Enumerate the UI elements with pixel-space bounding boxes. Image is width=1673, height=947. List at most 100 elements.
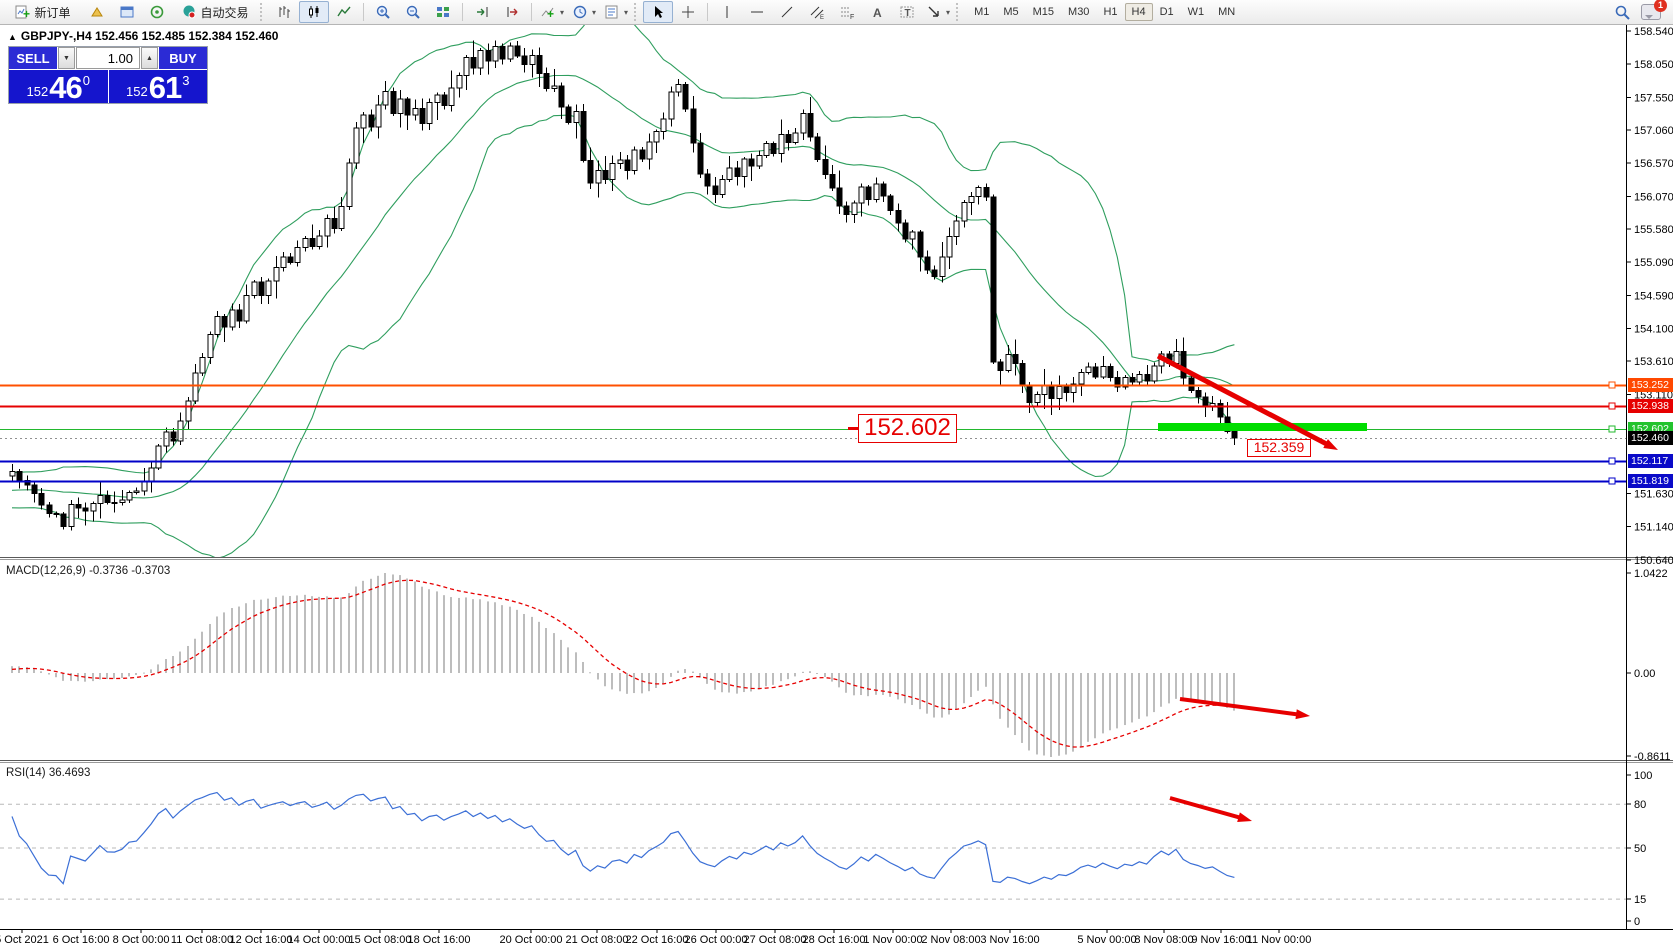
rsi-trend-arrow[interactable] (1169, 796, 1244, 821)
volume-input[interactable]: 1.00 (76, 47, 140, 69)
toolbar-grip (260, 3, 265, 21)
notifications-button[interactable]: 1 (1641, 0, 1667, 20)
time-axis-label: 1 Nov 00:00 (863, 934, 922, 946)
rsi-axis-label: 100 (1634, 770, 1652, 782)
line-handle[interactable] (1608, 425, 1616, 433)
rsi-axis-label: 0 (1634, 916, 1640, 928)
macd-trend-arrow[interactable] (1179, 697, 1302, 717)
templates-button[interactable]: ▾ (600, 1, 632, 23)
time-axis-label: 15 Oct 08:00 (349, 934, 412, 946)
cursor-icon (655, 6, 664, 18)
sell-price-panel[interactable]: 152 46 0 (9, 70, 108, 103)
buy-price-sup: 3 (182, 73, 190, 88)
toolbar-separator (363, 3, 364, 21)
candlestick-chart-button[interactable] (299, 1, 329, 23)
timeframe-button-m1[interactable]: M1 (974, 6, 990, 18)
timeframe-button-d1[interactable]: D1 (1159, 6, 1174, 18)
timeframe-button-h1[interactable]: H1 (1103, 6, 1118, 18)
collapse-icon[interactable]: ▲ (8, 32, 17, 42)
timeframe-button-m15[interactable]: M15 (1032, 6, 1055, 18)
vertical-line-tool-button[interactable] (712, 1, 742, 23)
low-price-label[interactable]: 152.359 (1247, 439, 1311, 457)
price-tick-label: 155.090 (1634, 257, 1673, 269)
chart-shift-button[interactable] (497, 1, 527, 23)
price-badge: 153.252 (1628, 378, 1673, 393)
symbol-info-bar[interactable]: ▲ GBPJPY-,H4 152.456 152.485 152.384 152.… (8, 29, 278, 43)
bar-chart-button[interactable] (269, 1, 299, 23)
svg-text:A: A (873, 6, 882, 20)
auto-scroll-button[interactable] (467, 1, 497, 23)
bar-chart-icon (279, 6, 290, 18)
horizontal-line-icon (751, 11, 764, 13)
support-highlight-band[interactable] (1158, 423, 1367, 431)
tile-windows-button[interactable] (428, 1, 458, 23)
new-order-button[interactable]: + 新订单 (4, 1, 82, 23)
line-handle[interactable] (1608, 477, 1616, 485)
fibonacci-icon: F (841, 7, 854, 20)
timeframe-button-m30[interactable]: M30 (1068, 6, 1090, 18)
fibonacci-tool-button[interactable]: F (832, 1, 862, 23)
price-tick-label: 151.630 (1634, 489, 1673, 501)
arrows-tool-button[interactable]: ▾ (922, 1, 954, 23)
autotrading-icon (183, 5, 196, 19)
volume-decrease-button[interactable]: ▼ (58, 47, 75, 69)
timeframe-button-m5[interactable]: M5 (1003, 6, 1019, 18)
autotrading-button[interactable]: 自动交易 (172, 1, 258, 23)
trendline-tool-button[interactable] (772, 1, 802, 23)
line-handle[interactable] (1608, 381, 1616, 389)
candlestick-chart-icon (309, 6, 319, 18)
volume-increase-button[interactable]: ▲ (141, 47, 158, 69)
price-tick-label: 156.070 (1634, 191, 1673, 203)
timeframe-button-h4[interactable]: H4 (1124, 3, 1153, 21)
price-badge: 151.819 (1628, 474, 1673, 489)
panel-separator[interactable] (0, 557, 1673, 558)
template-icon (605, 5, 618, 19)
sell-price-big: 46 (49, 70, 82, 105)
line-chart-button[interactable] (329, 1, 359, 23)
search-icon[interactable] (1614, 4, 1631, 21)
cursor-tool-button[interactable] (643, 1, 674, 23)
crosshair-tool-button[interactable] (673, 1, 703, 23)
panel-separator[interactable] (0, 762, 1673, 763)
channel-tool-button[interactable]: E (802, 1, 832, 23)
sell-button[interactable]: SELL (9, 47, 57, 69)
buy-price-panel[interactable]: 152 61 3 (108, 70, 207, 103)
price-tick-label: 153.610 (1634, 356, 1673, 368)
time-axis-label: 28 Oct 16:00 (803, 934, 866, 946)
market-watch-icon (91, 7, 103, 17)
text-label-tool-button[interactable]: T (892, 1, 922, 23)
line-handle[interactable] (1608, 402, 1616, 410)
new-order-icon: + (15, 5, 31, 20)
zoom-in-button[interactable] (368, 1, 398, 23)
navigator-button[interactable] (142, 1, 172, 23)
data-window-button[interactable] (112, 1, 142, 23)
time-axis-label: 21 Oct 08:00 (566, 934, 629, 946)
rsi-trend-arrow-head[interactable] (1237, 812, 1252, 823)
price-trend-arrow[interactable] (1156, 353, 1332, 449)
auto-scroll-icon (477, 7, 488, 17)
line-chart-icon (337, 6, 351, 17)
price-badge: 152.938 (1628, 399, 1673, 414)
toolbar-grip (956, 3, 961, 21)
macd-trend-arrow-head[interactable] (1295, 709, 1310, 720)
level-price-label[interactable]: 152.602 (858, 414, 957, 443)
buy-button[interactable]: BUY (159, 47, 207, 69)
market-watch-button[interactable] (82, 1, 112, 23)
toolbar-separator (531, 3, 532, 21)
horizontal-line-tool-button[interactable] (742, 1, 772, 23)
timeframe-button-w1[interactable]: W1 (1187, 6, 1205, 18)
data-window-icon (120, 6, 134, 18)
panel-separator[interactable] (0, 760, 1673, 761)
text-tool-button[interactable]: A (862, 1, 892, 23)
line-handle[interactable] (1608, 457, 1616, 465)
periods-button[interactable]: ▾ (568, 1, 600, 23)
price-trend-arrow-head[interactable] (1323, 439, 1338, 450)
sell-price-prefix: 152 (26, 84, 49, 99)
timeframe-button-mn[interactable]: MN (1218, 6, 1236, 18)
panel-separator[interactable] (0, 559, 1673, 560)
svg-text:+: + (547, 7, 554, 20)
indicators-button[interactable]: + ▾ (536, 1, 568, 23)
zoom-out-button[interactable] (398, 1, 428, 23)
time-axis-label: 6 Oct 16:00 (53, 934, 110, 946)
